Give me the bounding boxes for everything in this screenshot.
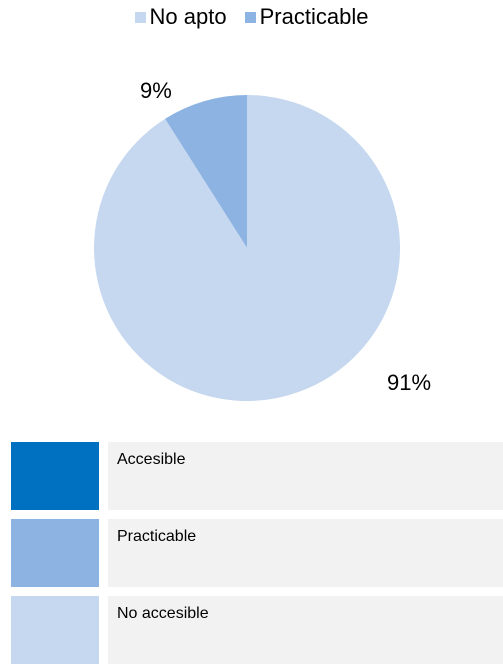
key-swatch-accesible (11, 442, 99, 510)
key-swatch-practicable (11, 519, 99, 587)
pie-chart: 9% 91% (94, 78, 431, 402)
key-label-no-accesible: No accesible (117, 605, 209, 622)
pie-slice-practicable (165, 95, 247, 248)
legend-swatch-no-apto (134, 11, 146, 23)
legend-swatch-practicable (244, 11, 256, 23)
key-row-practicable: Practicable (11, 519, 503, 587)
key-label-cell-no-accesible: No accesible (108, 596, 503, 664)
key-label-accesible: Accesible (117, 451, 186, 468)
key-row-no-accesible: No accesible (11, 596, 503, 664)
pie-label-no-apto: 91% (387, 370, 431, 395)
pie-slice-no-apto (94, 95, 401, 402)
key-label-cell-practicable: Practicable (108, 519, 503, 587)
legend-item-no-apto: No apto (134, 4, 227, 30)
key-row-accesible: Accesible (11, 442, 503, 510)
pie-label-practicable: 9% (140, 78, 172, 103)
chart-legend: No apto Practicable (0, 4, 503, 30)
legend-label-practicable: Practicable (259, 4, 369, 29)
key-label-cell-accesible: Accesible (108, 442, 503, 510)
legend-item-practicable: Practicable (244, 4, 369, 30)
legend-label-no-apto: No apto (149, 4, 227, 29)
key-swatch-no-accesible (11, 596, 99, 664)
key-label-practicable: Practicable (117, 528, 197, 545)
